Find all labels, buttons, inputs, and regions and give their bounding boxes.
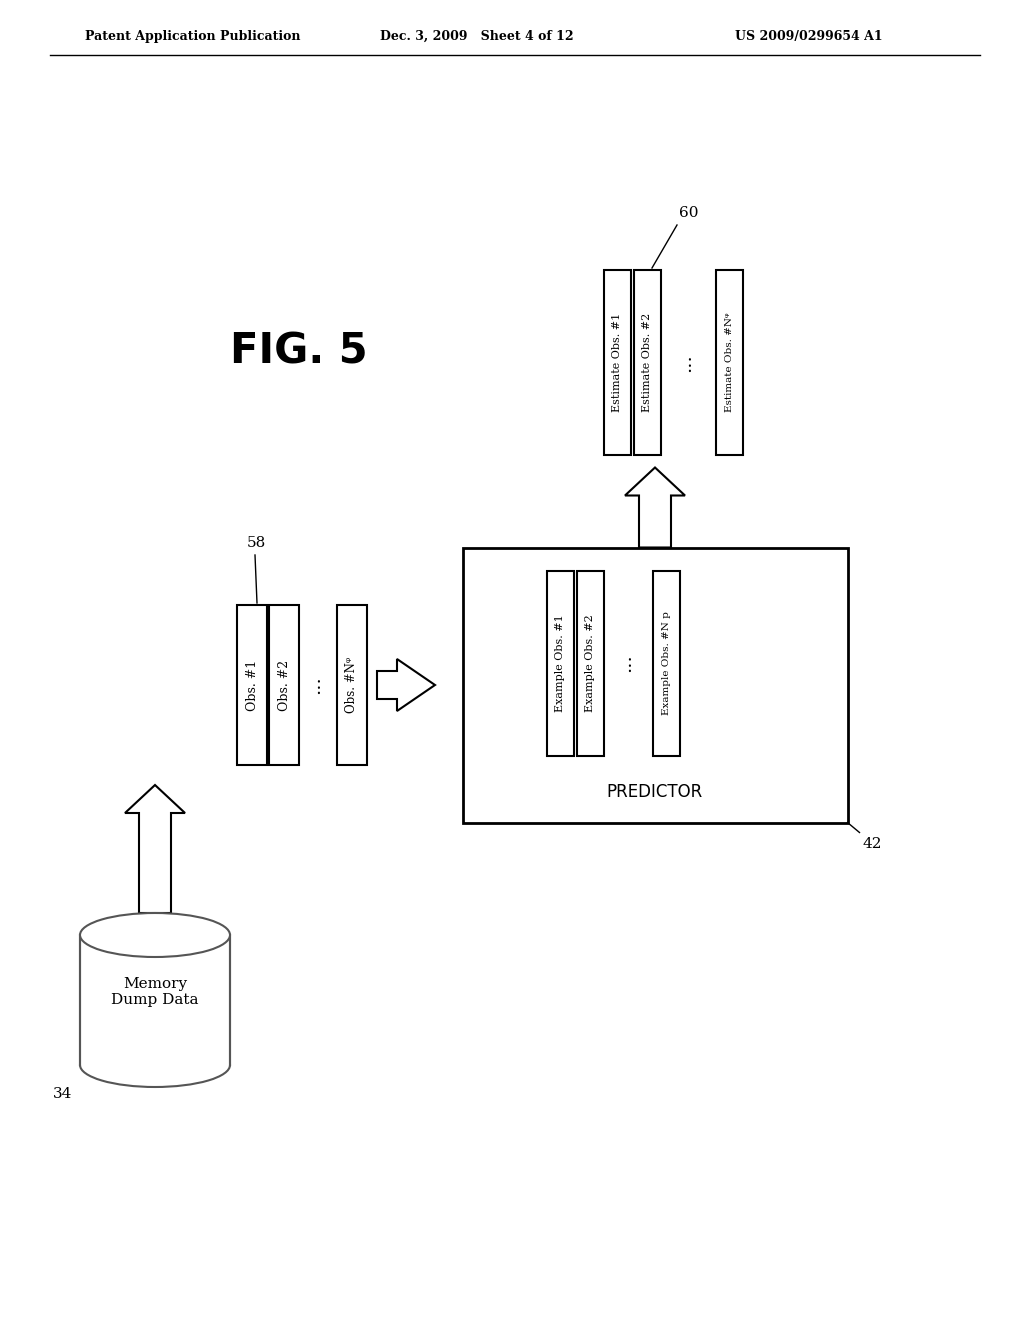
Text: 42: 42 — [862, 837, 882, 851]
Text: 60: 60 — [679, 206, 698, 220]
Polygon shape — [377, 659, 435, 711]
Text: 58: 58 — [247, 536, 266, 550]
Bar — [577, 570, 603, 755]
Bar — [716, 271, 742, 455]
Ellipse shape — [80, 1043, 230, 1086]
Text: US 2009/0299654 A1: US 2009/0299654 A1 — [735, 30, 883, 44]
Bar — [463, 548, 848, 822]
Ellipse shape — [80, 913, 230, 957]
Text: Example Obs. #N p: Example Obs. #N p — [663, 611, 672, 715]
Text: FIG. 5: FIG. 5 — [230, 330, 368, 372]
Text: ...: ... — [616, 653, 634, 672]
Text: Dec. 3, 2009   Sheet 4 of 12: Dec. 3, 2009 Sheet 4 of 12 — [380, 30, 573, 44]
Text: Estimate Obs. #1: Estimate Obs. #1 — [612, 313, 622, 412]
Bar — [80, 935, 230, 1065]
Bar — [337, 605, 367, 766]
Text: PREDICTOR: PREDICTOR — [607, 783, 703, 800]
Bar — [80, 1043, 230, 1065]
Text: Obs. #Nᵠ: Obs. #Nᵠ — [345, 657, 358, 713]
Text: Obs. #1: Obs. #1 — [246, 660, 258, 710]
Bar — [237, 605, 267, 766]
Text: Patent Application Publication: Patent Application Publication — [85, 30, 300, 44]
Text: ...: ... — [676, 354, 694, 372]
Text: Estimate Obs. #2: Estimate Obs. #2 — [642, 313, 652, 412]
Polygon shape — [625, 467, 685, 548]
Bar — [634, 271, 660, 455]
Text: Estimate Obs. #Nᵠ: Estimate Obs. #Nᵠ — [725, 313, 733, 412]
Text: Obs. #2: Obs. #2 — [278, 660, 291, 710]
Polygon shape — [125, 785, 185, 913]
Text: Example Obs. #2: Example Obs. #2 — [585, 614, 595, 711]
Text: ...: ... — [305, 676, 323, 694]
Bar — [269, 605, 299, 766]
Text: 34: 34 — [52, 1086, 72, 1101]
Text: Memory
Dump Data: Memory Dump Data — [112, 977, 199, 1007]
Bar — [547, 570, 573, 755]
Bar — [603, 271, 631, 455]
Text: Example Obs. #1: Example Obs. #1 — [555, 614, 565, 711]
Bar — [653, 570, 681, 755]
